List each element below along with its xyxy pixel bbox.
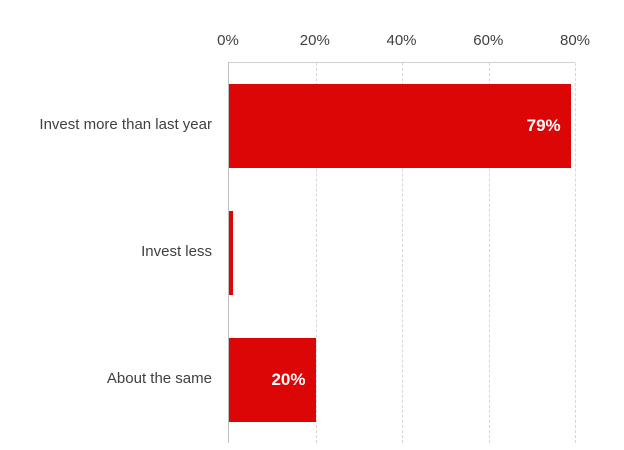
x-axis-tick-0: 0% [217, 32, 239, 49]
bar-invest-more: 79% [229, 84, 571, 168]
gridline-60 [488, 63, 490, 443]
x-axis-tick-60: 60% [473, 32, 504, 49]
gridline-40 [402, 63, 403, 443]
bar-row-invest-more: 79% [229, 84, 575, 168]
x-axis-tick-20: 20% [299, 32, 330, 49]
bar-about-same: 20% [229, 338, 316, 422]
bar-invest-less [229, 211, 234, 295]
category-label-invest-more: Invest more than last year [39, 116, 212, 133]
gridline-80 [575, 63, 576, 443]
category-label-invest-less: Invest less [141, 243, 212, 260]
bar-row-invest-less [229, 211, 575, 295]
bar-row-about-same: 20% [229, 338, 575, 422]
x-axis-tick-80: 80% [559, 32, 591, 49]
x-axis-tick-40: 40% [386, 32, 417, 49]
bar-value-label-about-same: 20% [271, 370, 306, 389]
plot-area: 79% 20% [228, 62, 576, 443]
bar-value-label-invest-more: 79% [526, 116, 561, 135]
category-label-about-same: About the same [106, 370, 212, 387]
gridline-20 [315, 63, 317, 443]
